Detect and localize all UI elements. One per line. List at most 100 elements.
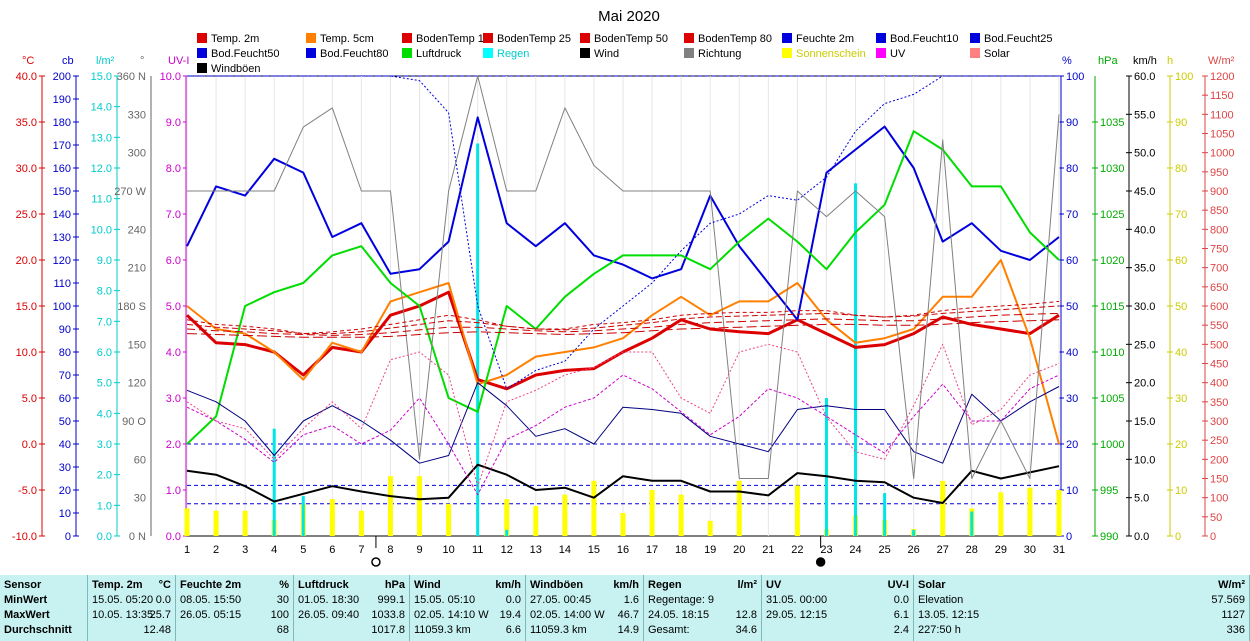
stats-row: 02.05. 14:00 W 46.7	[530, 608, 639, 623]
stats-value: 1017.8	[371, 624, 405, 636]
axis-tick-label: 50	[59, 416, 71, 428]
axis-tick-label: 20.0	[1134, 378, 1155, 390]
stats-label: Luftdruck	[298, 579, 349, 591]
x-tick-label: 14	[559, 544, 571, 556]
legend: Temp. 2m Temp. 5cm BodenTemp 10 BodenTemp 2…	[197, 33, 1053, 75]
stats-value: 68	[276, 624, 289, 636]
stats-row: 68	[180, 623, 289, 638]
rain-bar	[476, 143, 480, 536]
stats-value: 34.6	[735, 624, 757, 636]
stats-value: 2.4	[893, 624, 909, 636]
x-tick-label: 19	[704, 544, 716, 556]
stats-value: 6.1	[893, 609, 909, 621]
axis-tick-label: 6.0	[97, 347, 112, 359]
axis-tick-label: 15.0	[91, 71, 112, 83]
axis-tick-label: 100	[1175, 71, 1193, 83]
legend-swatch	[684, 33, 694, 43]
axis-unit-label: km/h	[1133, 55, 1157, 67]
axis-tick-label: 160	[53, 163, 71, 175]
sunshine-bar	[794, 485, 800, 536]
axis-tick-label: 9.0	[97, 255, 112, 267]
rain-bar	[912, 529, 916, 536]
axis-tick-label: 1015	[1100, 301, 1124, 313]
stats-column: UV UV-I 31.05. 00:00 0.0 29.05. 12:15 6.1 2.4	[762, 575, 914, 641]
x-tick-label: 12	[501, 544, 513, 556]
stats-value: 0.0	[155, 594, 171, 606]
legend-label: Luftdruck	[416, 48, 462, 60]
x-tick-label: 31	[1053, 544, 1065, 556]
axis-tick-label: 30.0	[16, 163, 37, 175]
axis-tick-label: 15.0	[1134, 416, 1155, 428]
legend-label: Bod.Feucht50	[211, 48, 280, 60]
stats-row: 13.05. 12:15 1127	[918, 608, 1245, 623]
axis-unit-label: cb	[62, 55, 74, 67]
axis-tick-label: 1150	[1210, 90, 1234, 102]
stats-value: %	[279, 579, 289, 591]
stats-value: km/h	[613, 579, 639, 591]
axis-tick-label: 550	[1210, 320, 1228, 332]
stats-label: 15.05. 05:10	[414, 594, 476, 606]
axis-tick-label: 7.0	[166, 209, 181, 221]
axis-tick-label: 1100	[1210, 109, 1234, 121]
legend-label: Richtung	[698, 48, 741, 60]
series-line	[186, 300, 1060, 335]
stats-label: Temp. 2m	[92, 579, 143, 591]
axis-tick-label: 13.0	[91, 132, 112, 144]
stats-row: MinWert	[4, 593, 83, 608]
stats-label: Gesamt:	[648, 624, 690, 636]
sunshine-bar	[678, 494, 684, 536]
stats-value: 0.0	[505, 594, 521, 606]
axis-tick-label: 400	[1210, 378, 1228, 390]
stats-row: Regen l/m²	[648, 578, 757, 593]
stats-row: 10.05. 13:35 25.7	[92, 608, 171, 623]
axis-tick-label: 120	[128, 378, 146, 390]
legend-swatch	[197, 48, 207, 58]
stats-column: Feuchte 2m% 08.05. 15:50 30 26.05. 05:15 100…	[176, 575, 294, 641]
x-tick-label: 27	[937, 544, 949, 556]
stats-label: 11059.3 km	[530, 624, 587, 636]
axis-tick-label: 180 S	[117, 301, 146, 313]
x-tick-label: 21	[762, 544, 774, 556]
stats-value: 6.6	[505, 624, 521, 636]
stats-label: Windböen	[530, 579, 584, 591]
stats-label: Elevation	[918, 594, 964, 606]
axis-tick-label: 20.0	[16, 255, 37, 267]
legend-label: Wind	[594, 48, 619, 60]
axis-tick-label: 130	[53, 232, 71, 244]
axis-tick-label: 30	[59, 462, 71, 474]
stats-column: Temp. 2m °C 15.05. 05:20 0.0 10.05. 13:35 25.…	[88, 575, 176, 641]
stats-value: 1033.8	[371, 609, 405, 621]
axis-tick-label: 45.0	[1134, 186, 1155, 198]
stats-label: 227:50 h	[918, 624, 961, 636]
stats-column: Regen l/m² Regentage: 9 24.05. 18:15 12.8 Ges…	[644, 575, 762, 641]
sunshine-bar	[562, 494, 568, 536]
axis-tick-label: 300	[128, 148, 146, 160]
axis-tick-label: 70	[59, 370, 71, 382]
legend-label: Windböen	[211, 63, 261, 75]
axis-tick-label: 50	[1175, 301, 1187, 313]
axis-tick-label: -5.0	[18, 485, 37, 497]
axis-tick-label: 10	[59, 508, 71, 520]
axis-tick-label: 40	[1175, 347, 1187, 359]
series-lines	[185, 75, 1060, 504]
stats-row: Luftdruck hPa	[298, 578, 405, 593]
stats-column: Solar W/m² Elevation 57.569 13.05. 12:15 1127…	[914, 575, 1250, 641]
axis-tick-label: 990	[1100, 531, 1118, 543]
axis-tick-label: 700	[1210, 263, 1228, 275]
stats-row: Durchschnitt	[4, 623, 83, 638]
series-line	[186, 343, 1060, 487]
axis-tick-label: 70	[1175, 209, 1187, 221]
rain-bar	[854, 183, 858, 537]
axis-tick-label: 5.0	[97, 378, 112, 390]
legend-swatch	[580, 33, 590, 43]
axis-tick-label: 140	[53, 209, 71, 221]
stats-label: 02.05. 14:10 W	[414, 609, 489, 621]
x-tick-label: 4	[271, 544, 277, 556]
x-tick-label: 11	[472, 544, 483, 556]
stats-row: Feuchte 2m%	[180, 578, 289, 593]
stats-value: km/h	[495, 579, 521, 591]
stats-row: 12.48	[92, 623, 171, 638]
new-moon-icon	[371, 557, 381, 567]
series-line	[186, 319, 1060, 338]
legend-swatch	[876, 48, 886, 58]
